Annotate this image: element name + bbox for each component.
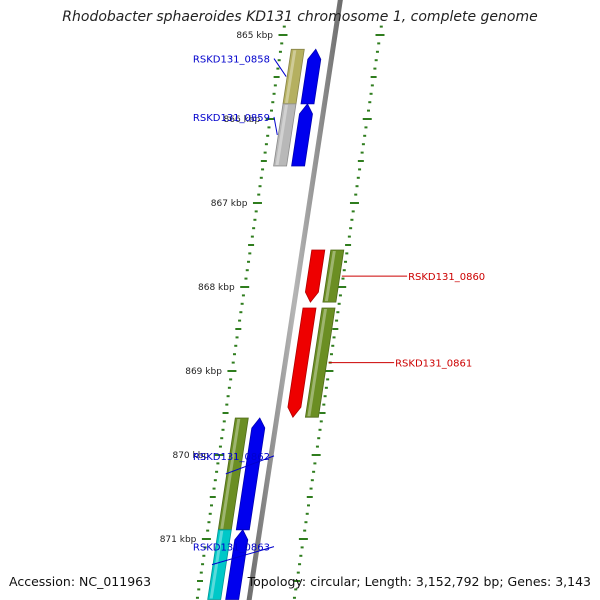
- tick-label: 866 kbp: [224, 115, 261, 125]
- accession-text: Accession: NC_011963: [9, 574, 152, 589]
- tick-label: 869 kbp: [185, 367, 222, 377]
- gene-cog-bar: [273, 103, 297, 167]
- gene-label: RSKD131_0858: [193, 55, 270, 66]
- gene-leader-line: [273, 116, 278, 136]
- tick-label: 870 kbp: [172, 451, 209, 461]
- gene-cog-bar-highlight: [285, 50, 297, 103]
- tick-label: 868 kbp: [198, 283, 235, 293]
- gene-cog-bar: [322, 249, 345, 303]
- scale-ticks: 865 kbp 866 kbp 867 kbp 868 kbp 869 kbp 870 k…: [160, 25, 385, 599]
- gene-cog-bar-highlight: [209, 530, 224, 599]
- gene-leader-line: [211, 546, 275, 566]
- gene-arrow-plus: [291, 103, 313, 167]
- gene-cog-bar-highlight: [220, 419, 241, 529]
- gene-arrow-plus: [300, 48, 322, 105]
- gene-label: RSKD131_0861: [395, 359, 472, 370]
- tick-label: 865 kbp: [236, 31, 273, 41]
- gene-label: RSKD131_0862: [193, 452, 270, 463]
- gene-label: RSKD131_0860: [408, 272, 485, 283]
- gene-cog-bar-highlight: [275, 104, 288, 165]
- gene-cog-bar-highlight: [307, 309, 327, 417]
- gene-cog-bar: [304, 307, 336, 418]
- gene-labels: RSKD131_0858 RSKD131_0859 RSKD131_0860 RSKD…: [193, 55, 485, 566]
- tick-label: 871 kbp: [160, 535, 197, 545]
- map-title: Rhodobacter sphaeroides KD131 chromosome…: [62, 9, 538, 25]
- gene-leader-line: [273, 58, 287, 77]
- gene-arrow-minus: [287, 307, 317, 418]
- backbone-line: [246, 0, 343, 600]
- gene-arrow-minus: [304, 249, 326, 303]
- topology-text: Topology: circular; Length: 3,152,792 bp…: [247, 574, 591, 589]
- gene-leader-line: [225, 455, 275, 475]
- gene-label: RSKD131_0863: [193, 543, 270, 554]
- gene-label: RSKD131_0859: [193, 113, 270, 124]
- tick-label: 867 kbp: [211, 199, 248, 209]
- chromosome-backbone: [246, 0, 343, 600]
- gene-cog-bar-highlight: [324, 251, 336, 302]
- gene-features: [207, 48, 345, 600]
